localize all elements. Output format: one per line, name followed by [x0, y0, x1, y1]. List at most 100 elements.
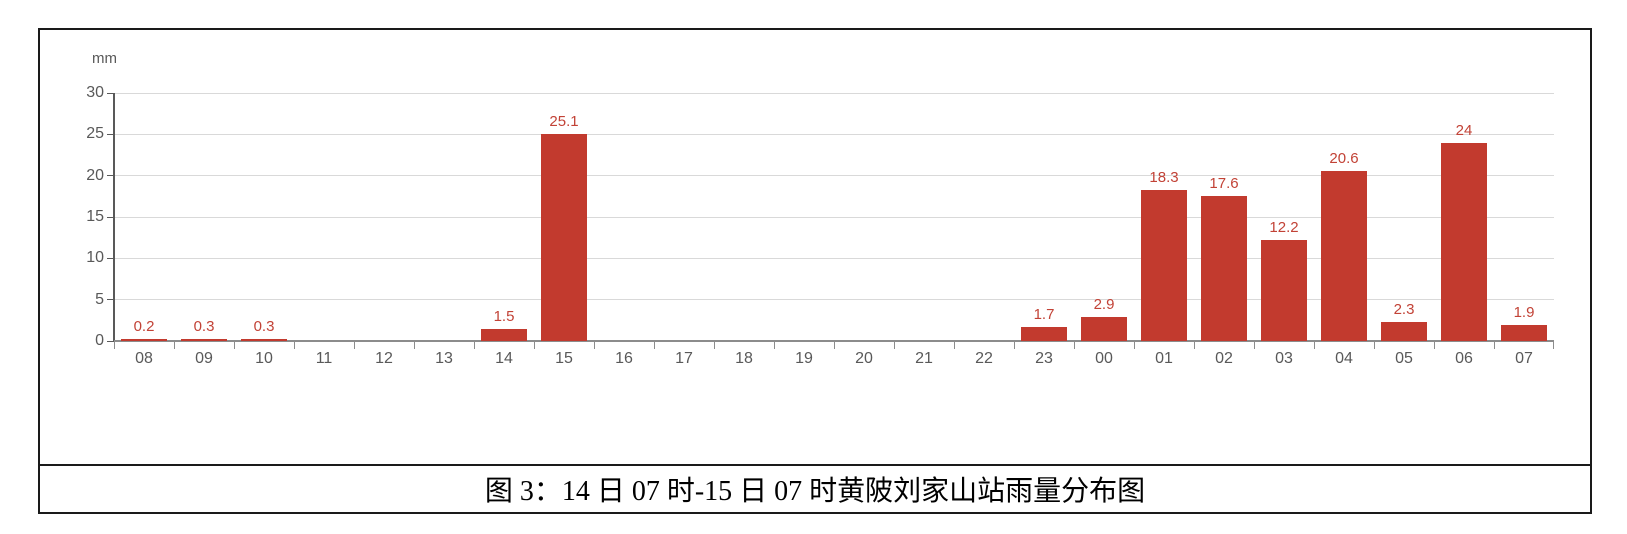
gridline — [114, 257, 1554, 259]
x-axis-tick — [114, 342, 115, 349]
x-axis-tick — [714, 342, 715, 349]
x-tick-label: 13 — [435, 350, 453, 367]
figure-caption: 图 3：14 日 07 时-15 日 07 时黄陂刘家山站雨量分布图 — [484, 476, 1146, 507]
bar — [1381, 322, 1427, 341]
bar — [1081, 317, 1127, 341]
bar-value-label: 25.1 — [549, 112, 579, 130]
x-tick-label: 14 — [495, 350, 513, 367]
x-axis — [114, 340, 1554, 342]
bar-value-label: 20.6 — [1329, 149, 1359, 167]
x-tick-label: 08 — [135, 350, 153, 367]
y-axis-tick — [107, 175, 114, 177]
x-tick-label: 18 — [735, 350, 753, 367]
x-axis-tick — [1194, 342, 1195, 349]
x-tick-label: 21 — [915, 350, 933, 367]
bar — [481, 328, 527, 341]
bar — [1441, 142, 1487, 341]
x-tick-label: 06 — [1455, 350, 1473, 367]
x-axis-tick — [1074, 342, 1075, 349]
x-tick-label: 07 — [1515, 350, 1533, 367]
x-tick-label: 11 — [315, 350, 333, 367]
y-tick-label: 0 — [95, 332, 104, 349]
y-tick-label: 20 — [86, 166, 104, 184]
y-axis-tick — [107, 216, 114, 218]
x-tick-label: 20 — [855, 350, 873, 367]
x-tick-label: 05 — [1395, 350, 1413, 367]
bar-value-label: 2.9 — [1093, 296, 1115, 314]
bar — [1321, 170, 1367, 341]
bar — [181, 338, 227, 341]
bar-value-label: 1.5 — [493, 307, 515, 325]
x-axis-tick — [234, 342, 235, 349]
x-tick-label: 10 — [255, 350, 273, 367]
bar-value-label: 1.9 — [1513, 304, 1535, 322]
x-axis-tick — [894, 342, 895, 349]
x-axis-tick — [474, 342, 475, 349]
bar-value-label: 2.3 — [1393, 300, 1415, 318]
bar — [1141, 189, 1187, 341]
x-tick-label: 09 — [195, 350, 213, 367]
y-axis-unit-label: mm — [92, 50, 117, 67]
bar-value-label: 0.3 — [253, 317, 275, 335]
x-tick-label: 17 — [675, 350, 693, 367]
gridline — [114, 92, 1554, 94]
x-axis-tick — [414, 342, 415, 349]
bar-value-label: 1.7 — [1033, 305, 1055, 323]
y-axis-tick — [107, 340, 114, 342]
x-axis-tick — [534, 342, 535, 349]
x-tick-label: 22 — [975, 350, 993, 367]
bar-value-label: 0.3 — [193, 317, 215, 335]
bar — [1201, 195, 1247, 341]
y-tick-label: 25 — [86, 125, 104, 143]
x-tick-label: 04 — [1335, 350, 1353, 367]
bar-value-label: 12.2 — [1269, 219, 1299, 237]
bar — [1501, 325, 1547, 341]
x-tick-label: 23 — [1035, 350, 1053, 367]
x-axis-tick — [354, 342, 355, 349]
x-axis-tick — [654, 342, 655, 349]
x-axis-tick — [1434, 342, 1435, 349]
y-axis-tick — [107, 92, 114, 94]
gridline — [114, 216, 1554, 218]
x-tick-label: 00 — [1095, 350, 1113, 367]
x-axis-tick — [1314, 342, 1315, 349]
y-tick-label: 30 — [86, 84, 104, 101]
y-tick-label: 15 — [86, 208, 104, 225]
bar-value-label: 24 — [1455, 121, 1473, 139]
y-axis-tick — [107, 257, 114, 259]
bar — [1261, 240, 1307, 341]
gridline — [114, 299, 1554, 301]
x-axis-tick — [1254, 342, 1255, 349]
y-axis — [113, 93, 115, 341]
y-tick-label: 5 — [95, 290, 104, 308]
x-tick-label: 12 — [375, 350, 393, 367]
rainfall-bar-chart: mm 0 5 10 15 20 25 30 0.2 08 0.3 09 0.3 10 11 12 13 1.5 1… — [40, 30, 1590, 464]
x-tick-label: 15 — [555, 350, 573, 367]
x-axis-tick — [954, 342, 955, 349]
x-axis-tick — [1494, 342, 1495, 349]
x-axis-tick — [1134, 342, 1135, 349]
x-tick-label: 03 — [1275, 350, 1293, 367]
x-axis-tick — [834, 342, 835, 349]
x-axis-tick — [1014, 342, 1015, 349]
bar — [241, 338, 287, 341]
x-axis-tick — [774, 342, 775, 349]
y-axis-tick — [107, 299, 114, 301]
bar — [541, 133, 587, 341]
x-tick-label: 19 — [795, 350, 813, 367]
bar-value-label: 0.2 — [133, 318, 155, 336]
x-axis-tick — [294, 342, 295, 349]
x-axis-tick — [1553, 342, 1554, 349]
figure-caption-row: 图 3：14 日 07 时-15 日 07 时黄陂刘家山站雨量分布图 — [40, 464, 1590, 512]
x-axis-tick — [1374, 342, 1375, 349]
y-axis-tick — [107, 133, 114, 135]
plot-area: 0 5 10 15 20 25 30 0.2 08 0.3 09 0.3 10 11 12 13 1.5 14 25… — [86, 84, 1554, 367]
figure-box: mm 0 5 10 15 20 25 30 0.2 08 0.3 09 0.3 10 11 12 13 1.5 1… — [38, 28, 1592, 514]
x-axis-tick — [174, 342, 175, 349]
x-axis-tick — [594, 342, 595, 349]
bar-value-label: 17.6 — [1209, 174, 1239, 192]
gridline — [114, 175, 1554, 177]
bar-value-label: 18.3 — [1149, 168, 1179, 186]
y-tick-label: 10 — [86, 249, 104, 267]
gridline — [114, 133, 1554, 135]
